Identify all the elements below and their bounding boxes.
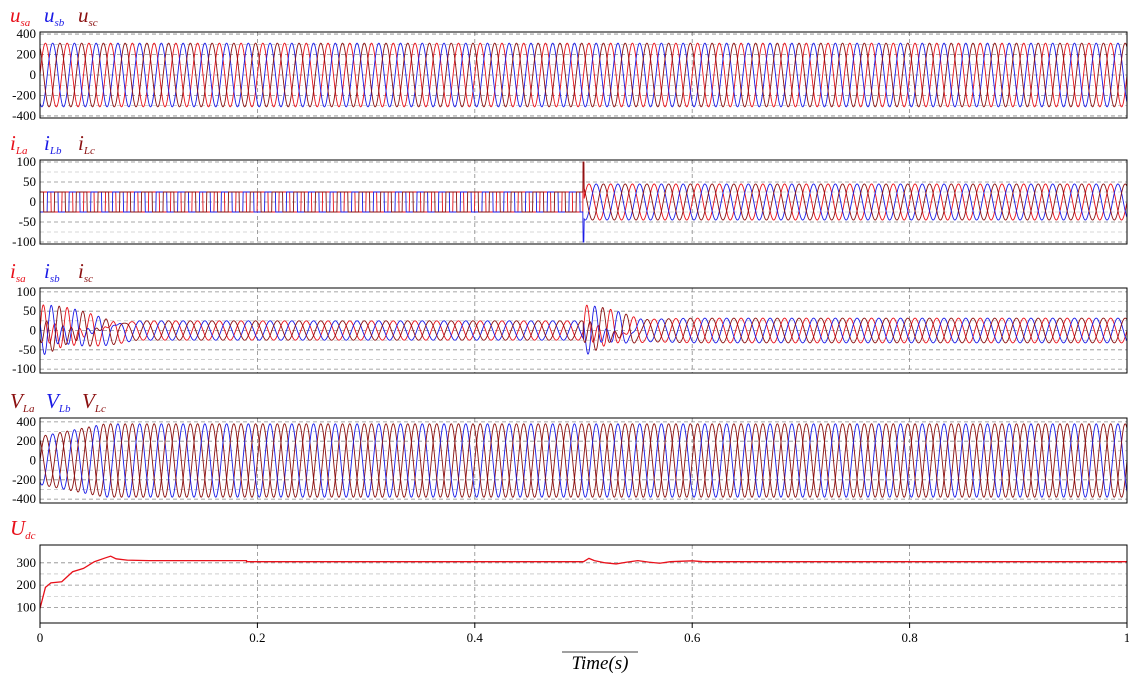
legend-label: iLa <box>10 131 28 157</box>
series-line-usc <box>40 42 1127 108</box>
legend-label: iLb <box>44 131 62 157</box>
y-tick-label: 400 <box>17 414 37 429</box>
legend-label: usc <box>78 3 98 29</box>
y-tick-label: 400 <box>17 26 37 41</box>
plot-frame <box>39 287 1128 374</box>
x-tick-label: 0.6 <box>684 630 701 645</box>
y-tick-label: -400 <box>12 491 36 506</box>
x-tick-label: 0 <box>37 630 44 645</box>
legend-label: isa <box>10 259 26 285</box>
plot-frame <box>39 417 1128 504</box>
series-line-VLa <box>40 423 1127 498</box>
traces <box>40 423 1127 498</box>
x-tick-label: 1 <box>1124 630 1129 645</box>
legend-label: usb <box>44 3 65 29</box>
y-tick-label: -100 <box>12 234 36 249</box>
series-line-usb <box>40 42 1127 108</box>
y-tick-label: 200 <box>17 577 37 592</box>
y-tick-label: -400 <box>12 108 36 123</box>
x-axis: 0 0.2 0.4 0.6 0.8 1 Time(s) <box>37 623 1129 674</box>
legend-label: VLb <box>46 389 71 415</box>
series-line-U_dc <box>40 555 1127 609</box>
y-tick-label: 100 <box>17 284 37 299</box>
series-line-iLc <box>40 161 1127 221</box>
y-tick-label: 0 <box>30 67 37 82</box>
y-tick-label: -50 <box>19 214 36 229</box>
plot-frame <box>39 544 1128 624</box>
x-tick-label: 0.8 <box>901 630 917 645</box>
y-tick-label: 0 <box>30 194 37 209</box>
traces <box>40 555 1127 609</box>
plot-frame <box>39 31 1128 119</box>
y-tick-label: -100 <box>12 361 36 376</box>
y-tick-label: 0 <box>30 453 37 468</box>
traces <box>40 304 1127 355</box>
x-tick-label: 0.2 <box>249 630 265 645</box>
legend-label: iLc <box>78 131 95 157</box>
x-axis-label: Time(s) <box>572 653 629 674</box>
y-tick-label: 0 <box>30 323 37 338</box>
y-tick-label: 50 <box>23 303 36 318</box>
x-tick-label: 0.4 <box>467 630 484 645</box>
legend-label: usa <box>10 3 31 29</box>
traces <box>40 161 1127 243</box>
series-line-iLb <box>40 183 1127 243</box>
y-tick-label: 200 <box>17 47 37 62</box>
y-tick-label: -200 <box>12 472 36 487</box>
panel-5: 100 200 300 Udc <box>10 516 1128 624</box>
y-tick-label: 100 <box>17 154 37 169</box>
series-line-VLb <box>40 423 1127 498</box>
y-tick-label: 50 <box>23 174 36 189</box>
y-tick-label: 300 <box>17 555 37 570</box>
y-tick-label: 100 <box>17 599 37 614</box>
legend-label: VLc <box>82 389 106 415</box>
y-tick-label: -50 <box>19 342 36 357</box>
legend-label: Udc <box>10 516 36 542</box>
y-tick-label: -200 <box>12 87 36 102</box>
series-line-usa <box>40 42 1127 108</box>
y-tick-label: 200 <box>17 433 37 448</box>
plot-frame <box>39 159 1128 245</box>
series-line-VLc <box>40 423 1127 498</box>
legend-label: VLa <box>10 389 35 415</box>
legend-label: isb <box>44 259 60 285</box>
traces <box>40 42 1127 108</box>
legend-label: isc <box>78 259 93 285</box>
series-line-isc <box>40 305 1127 352</box>
